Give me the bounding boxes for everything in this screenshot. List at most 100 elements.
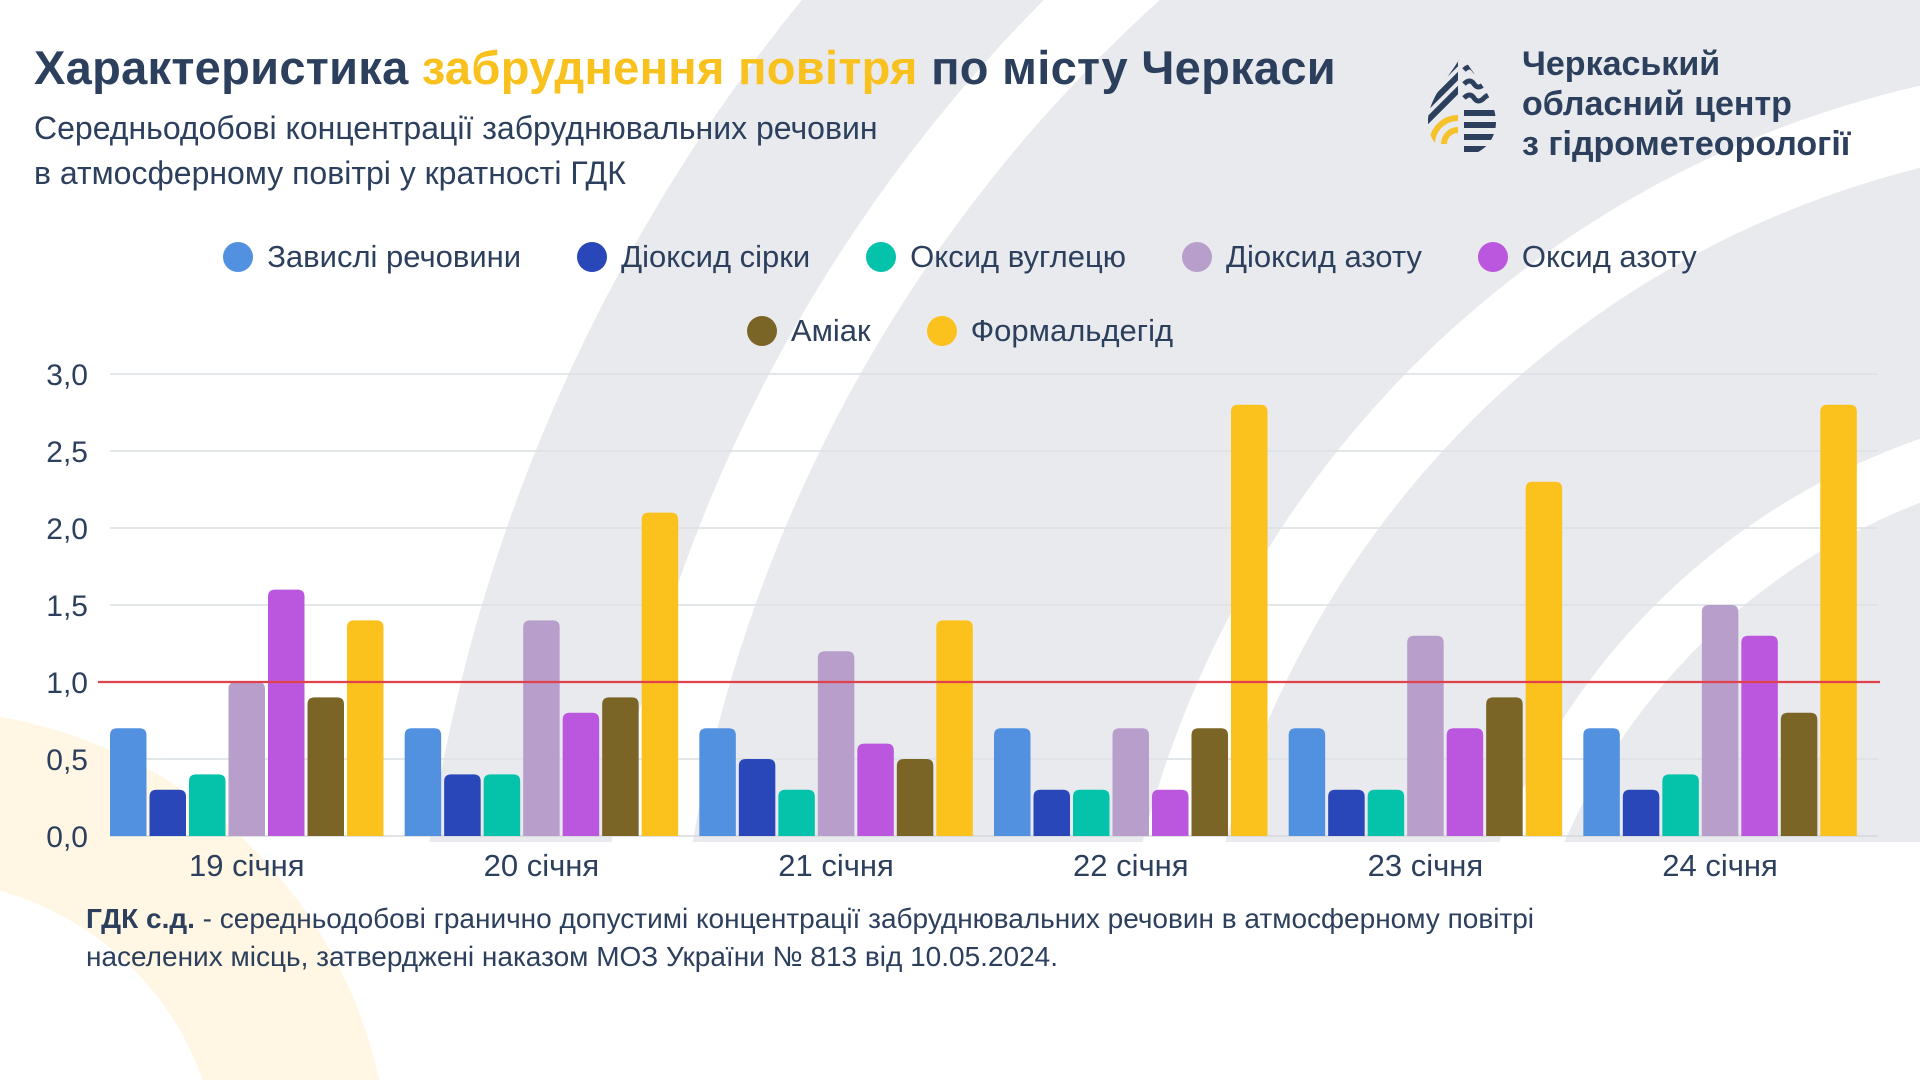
footnote-line-2: населених місць, затверджені наказом МОЗ… bbox=[86, 941, 1059, 972]
organization-name: Черкаський обласний центр з гідрометеоро… bbox=[1522, 44, 1850, 164]
x-tick-label: 19 січня bbox=[189, 848, 305, 883]
bar bbox=[1328, 789, 1365, 836]
footnote-term: ГДК с.д. bbox=[86, 903, 195, 934]
bar bbox=[347, 620, 384, 836]
x-tick-label: 20 січня bbox=[484, 848, 600, 883]
bar bbox=[228, 682, 265, 836]
legend-item-ammonia[interactable]: Аміак bbox=[746, 313, 871, 349]
bar bbox=[896, 759, 934, 836]
bg-yellow-arc-inner bbox=[0, 890, 203, 1080]
bar bbox=[1231, 404, 1268, 836]
bar bbox=[778, 789, 815, 836]
legend-item-suspended-matter[interactable]: Завислі речовини bbox=[223, 239, 521, 275]
bar bbox=[1525, 481, 1563, 836]
legend-label: Формальдегід bbox=[970, 313, 1174, 348]
x-axis-labels: 19 січня 20 січня 21 січня 22 січня 23 січня… bbox=[189, 848, 1778, 883]
bar bbox=[1780, 712, 1818, 836]
bar bbox=[1073, 789, 1110, 836]
legend-label: Завислі речовини bbox=[267, 239, 522, 274]
bar bbox=[149, 789, 186, 836]
legend-dot-icon bbox=[926, 316, 957, 346]
legend-label: Оксид вуглецю bbox=[910, 239, 1126, 274]
bar bbox=[738, 759, 776, 836]
bar bbox=[1622, 789, 1660, 836]
x-tick-label: 23 січня bbox=[1368, 848, 1484, 883]
bar bbox=[483, 774, 521, 836]
y-tick-label: 3,0 bbox=[46, 359, 88, 392]
legend-item-nitrogen-dioxide[interactable]: Діоксид азоту bbox=[1181, 239, 1422, 275]
legend-row-1: Завислі речовини Діоксид сірки Оксид вуг… bbox=[0, 220, 1920, 294]
bar bbox=[1033, 789, 1070, 836]
org-name-line-2: обласний центр bbox=[1522, 85, 1792, 123]
organization-logo bbox=[1424, 52, 1500, 158]
title-part2: по місту Черкаси bbox=[917, 41, 1336, 94]
chart-bars bbox=[110, 404, 1857, 836]
legend-item-carbon-monoxide[interactable]: Оксид вуглецю bbox=[866, 239, 1126, 275]
y-tick-label: 2,5 bbox=[46, 436, 88, 469]
legend-item-formaldehyde[interactable]: Формальдегід bbox=[926, 313, 1174, 349]
bar bbox=[307, 697, 344, 836]
bar bbox=[857, 743, 894, 836]
legend-dot-icon bbox=[223, 242, 254, 272]
bar bbox=[641, 512, 679, 836]
legend-label: Діоксид азоту bbox=[1225, 239, 1422, 274]
subtitle-line-2: в атмосферному повітрі у кратності ГДК bbox=[34, 155, 626, 191]
title-accent: забруднення повітря bbox=[421, 41, 918, 94]
x-tick-label: 21 січня bbox=[778, 848, 894, 883]
y-axis-ticks: 0,0 0,5 1,0 1,5 2,0 2,5 3,0 bbox=[46, 359, 88, 854]
bar bbox=[699, 728, 736, 836]
legend-dot-icon bbox=[1181, 242, 1212, 272]
y-tick-label: 2,0 bbox=[46, 513, 88, 546]
bar bbox=[189, 774, 226, 836]
page-title: Характеристика забруднення повітря по мі… bbox=[34, 40, 1336, 95]
bar bbox=[817, 651, 855, 836]
legend-dot-icon bbox=[746, 316, 777, 346]
water-drop-logo-icon bbox=[1428, 54, 1496, 156]
legend-label: Оксид азоту bbox=[1521, 239, 1697, 274]
bar bbox=[523, 620, 560, 836]
x-tick-label: 22 січня bbox=[1073, 848, 1189, 883]
legend-item-nitrogen-oxide[interactable]: Оксид азоту bbox=[1477, 239, 1697, 275]
bar bbox=[444, 774, 481, 836]
legend-label: Аміак bbox=[790, 313, 871, 348]
footnote-line-1: ГДК с.д. - середньодобові гранично допус… bbox=[86, 900, 1886, 938]
bar bbox=[1701, 605, 1739, 836]
bar bbox=[936, 620, 973, 836]
bar bbox=[1152, 789, 1189, 836]
y-tick-label: 1,0 bbox=[46, 667, 88, 700]
bar bbox=[1288, 728, 1326, 836]
legend-dot-icon bbox=[866, 242, 897, 272]
page-subtitle: Середньодобові концентрації забруднюваль… bbox=[34, 106, 878, 196]
bar bbox=[1820, 404, 1857, 836]
bar bbox=[562, 712, 600, 836]
bar bbox=[602, 697, 639, 836]
y-tick-label: 1,5 bbox=[46, 590, 88, 623]
bar bbox=[1662, 774, 1699, 836]
x-tick-label: 24 січня bbox=[1662, 848, 1778, 883]
bar bbox=[404, 728, 442, 836]
bar bbox=[1741, 635, 1778, 836]
y-tick-label: 0,0 bbox=[46, 821, 88, 854]
title-part1: Характеристика bbox=[34, 41, 422, 94]
legend-label: Діоксид сірки bbox=[621, 239, 811, 274]
bar bbox=[1367, 789, 1405, 836]
bar bbox=[1446, 728, 1484, 836]
org-name-line-1: Черкаський bbox=[1522, 45, 1721, 83]
org-name-line-3: з гідрометеорології bbox=[1522, 125, 1851, 163]
legend-item-sulfur-dioxide[interactable]: Діоксид сірки bbox=[577, 239, 810, 275]
bar bbox=[110, 728, 147, 836]
legend-dot-icon bbox=[1477, 242, 1508, 272]
footnote-definition-1: - середньодобові гранично допустимі конц… bbox=[194, 903, 1535, 934]
bar bbox=[1486, 697, 1523, 836]
bar bbox=[1407, 635, 1444, 836]
bar bbox=[268, 589, 305, 836]
legend-row-2: Аміак Формальдегід bbox=[0, 294, 1920, 368]
subtitle-line-1: Середньодобові концентрації забруднюваль… bbox=[34, 110, 878, 146]
bar bbox=[1583, 728, 1620, 836]
legend-dot-icon bbox=[577, 242, 608, 272]
bar bbox=[994, 728, 1031, 836]
bar bbox=[1112, 728, 1149, 836]
bar bbox=[1191, 728, 1228, 836]
chart-legend: Завислі речовини Діоксид сірки Оксид вуг… bbox=[0, 220, 1920, 368]
